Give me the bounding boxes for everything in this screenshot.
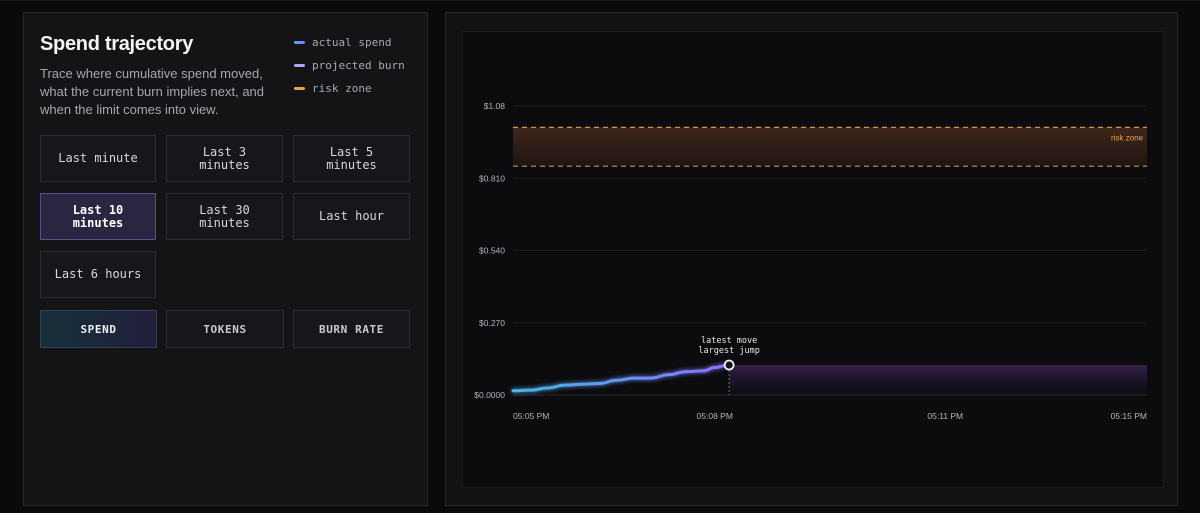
x-tick-label: 05:05 PM bbox=[513, 411, 549, 421]
metric-button-tokens[interactable]: TOKENS bbox=[166, 310, 284, 348]
range-button-last-minute[interactable]: Last minute bbox=[40, 135, 156, 182]
latest-point-marker bbox=[723, 359, 735, 371]
panel-title: Spend trajectory bbox=[40, 33, 194, 55]
y-tick-label: $0.810 bbox=[479, 173, 505, 183]
legend-item-risk-zone: risk zone bbox=[294, 77, 405, 100]
top-frame-line bbox=[0, 0, 1200, 1]
y-tick-label: $0.0000 bbox=[474, 390, 505, 400]
risk-zone-label: risk zone bbox=[1111, 133, 1144, 142]
range-button-last-5-minutes[interactable]: Last 5 minutes bbox=[293, 135, 410, 182]
range-button-last-10-minutes[interactable]: Last 10 minutes bbox=[40, 193, 156, 240]
y-tick-label: $1.08 bbox=[484, 101, 506, 111]
legend-swatch-projected-burn bbox=[294, 64, 305, 67]
spend-chart: $1.08 $0.810 $0.540 $0.270 $0.0000 05:05 PM 05… bbox=[474, 101, 1149, 421]
chart-legend: actual spend projected burn risk zone bbox=[294, 31, 405, 100]
legend-label: risk zone bbox=[312, 82, 372, 95]
metric-button-burn-rate[interactable]: BURN RATE bbox=[293, 310, 410, 348]
legend-label: projected burn bbox=[312, 59, 405, 72]
x-tick-label: 05:08 PM bbox=[697, 411, 733, 421]
projected-burn-area bbox=[729, 365, 1147, 395]
range-button-last-30-minutes[interactable]: Last 30 minutes bbox=[166, 193, 283, 240]
range-button-last-3-minutes[interactable]: Last 3 minutes bbox=[166, 135, 283, 182]
y-tick-label: $0.270 bbox=[479, 318, 505, 328]
metric-button-spend[interactable]: SPEND bbox=[40, 310, 157, 348]
legend-label: actual spend bbox=[312, 36, 392, 49]
actual-spend-line bbox=[511, 363, 731, 393]
legend-item-actual-spend: actual spend bbox=[294, 31, 405, 54]
risk-zone-band bbox=[513, 127, 1147, 167]
controls-panel: Spend trajectory Trace where cumulative … bbox=[23, 12, 428, 506]
x-tick-label: 05:15 PM bbox=[1111, 411, 1147, 421]
legend-swatch-risk-zone bbox=[294, 87, 305, 90]
legend-item-projected-burn: projected burn bbox=[294, 54, 405, 77]
range-button-last-hour[interactable]: Last hour bbox=[293, 193, 410, 240]
annotation-label: latest move bbox=[701, 336, 757, 346]
x-tick-label: 05:11 PM bbox=[927, 411, 963, 421]
legend-swatch-actual-spend bbox=[294, 41, 305, 44]
y-tick-label: $0.540 bbox=[479, 246, 505, 256]
range-button-last-6-hours[interactable]: Last 6 hours bbox=[40, 251, 156, 298]
panel-subtitle: Trace where cumulative spend moved, what… bbox=[40, 66, 265, 117]
chart-area: $1.08 $0.810 $0.540 $0.270 $0.0000 05:05 PM 05… bbox=[462, 31, 1164, 488]
annotation-label: largest jump bbox=[698, 346, 759, 356]
chart-panel: $1.08 $0.810 $0.540 $0.270 $0.0000 05:05 PM 05… bbox=[445, 12, 1178, 506]
